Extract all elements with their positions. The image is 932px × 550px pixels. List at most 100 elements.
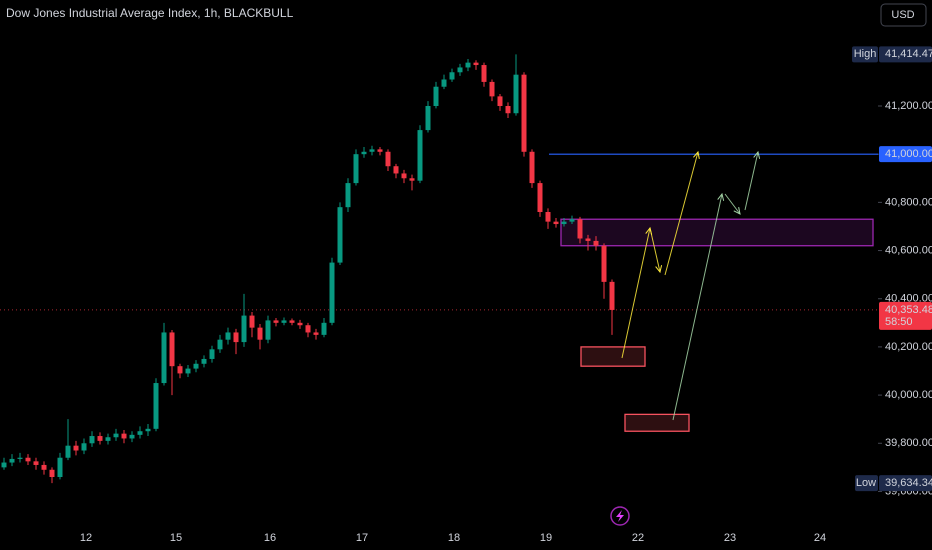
candle-body [465,62,471,68]
candle-body [425,106,431,131]
arrow-head [717,192,725,201]
candle-body [265,320,271,340]
arrow-line [744,151,759,211]
x-tick-label: 23 [724,532,736,544]
candle-body [457,67,463,73]
candle-body [385,151,391,167]
high-name: High [854,48,877,60]
candle-body [161,332,167,384]
currency-button[interactable] [880,3,927,27]
candle-body [489,81,495,97]
x-tick-label: 24 [814,532,826,544]
candle-body [433,86,439,106]
arrow-head [693,150,700,159]
last-value: 40,353.48 [885,304,932,316]
zone [624,413,690,432]
candle-body [25,457,31,462]
currency-label[interactable]: USD [891,9,914,21]
candle-body [65,445,71,458]
candle-body [417,130,423,181]
high-badge [879,46,932,63]
candle-body [537,183,543,212]
candle-body [137,431,143,435]
candle-body [113,433,119,438]
candle-body [97,436,103,441]
candle-body [1,462,7,468]
arrow-head [733,207,741,215]
candle-body [257,327,263,340]
arrow-line [621,227,651,359]
candle-body [185,368,191,374]
candle-body [553,221,559,225]
candle-body [585,238,591,241]
candle-body [81,443,87,451]
candle-body [17,457,23,459]
candle-body [393,166,399,174]
x-tick-label: 22 [632,532,644,544]
candle-body [577,219,583,239]
candle-body [225,332,231,340]
last-badge [879,301,932,330]
high-tag [852,46,878,63]
high-value: 41,414.47 [885,48,932,60]
candle-body [513,74,519,114]
candle-body [521,74,527,152]
candle-body [177,366,183,374]
candle-body [345,183,351,208]
arrow-line [649,227,661,273]
zone [580,346,646,367]
y-tick-label: 41,200.00 [885,100,932,112]
candle-body [233,332,239,343]
x-tick-label: 12 [80,532,92,544]
y-tick-label: 40,400.00 [885,293,932,305]
candle-body [281,320,287,323]
chart-title: Dow Jones Industrial Average Index, 1h, … [6,6,294,20]
candle-body [497,96,503,106]
y-tick-label: 40,000.00 [885,389,932,401]
candle-body [89,436,95,444]
arrow-head [655,265,663,274]
candle-body [49,469,55,477]
candle-body [473,62,479,66]
x-tick-label: 15 [170,532,182,544]
x-tick-label: 19 [540,532,552,544]
candle-body [201,358,207,364]
candle-body [329,262,335,323]
candle-body [601,245,607,282]
candle-body [297,322,303,326]
arrow-line [724,193,741,215]
arrow-line [664,151,699,276]
candle-body [409,178,415,181]
candle-body [609,281,615,310]
candle-body [377,149,383,152]
level-badge [879,146,932,163]
y-tick-label: 40,800.00 [885,196,932,208]
candle-body [217,339,223,350]
candle-body [129,434,135,439]
icon-bolt[interactable] [616,510,624,522]
candle-body [529,151,535,184]
candle-body [561,221,567,225]
icon-circle[interactable] [610,506,630,526]
y-tick-label: 40,600.00 [885,244,932,256]
candle-body [593,240,599,246]
candle-body [193,363,199,369]
candle-body [313,332,319,335]
arrow-head [753,150,761,159]
candle-body [145,428,151,432]
candle-body [505,106,511,114]
candle-body [121,433,127,439]
candle-body [441,79,447,87]
candle-body [353,154,359,184]
low-value: 39,634.34 [885,477,932,489]
candle-body [209,349,215,359]
lightning-icon[interactable] [610,506,630,526]
y-tick-label: 39,800.00 [885,437,932,449]
zone [560,218,874,247]
candle-body [57,457,63,477]
candle-body [241,315,247,343]
low-tag [855,475,878,492]
candle-body [273,320,279,323]
y-tick-label: 40,200.00 [885,341,932,353]
